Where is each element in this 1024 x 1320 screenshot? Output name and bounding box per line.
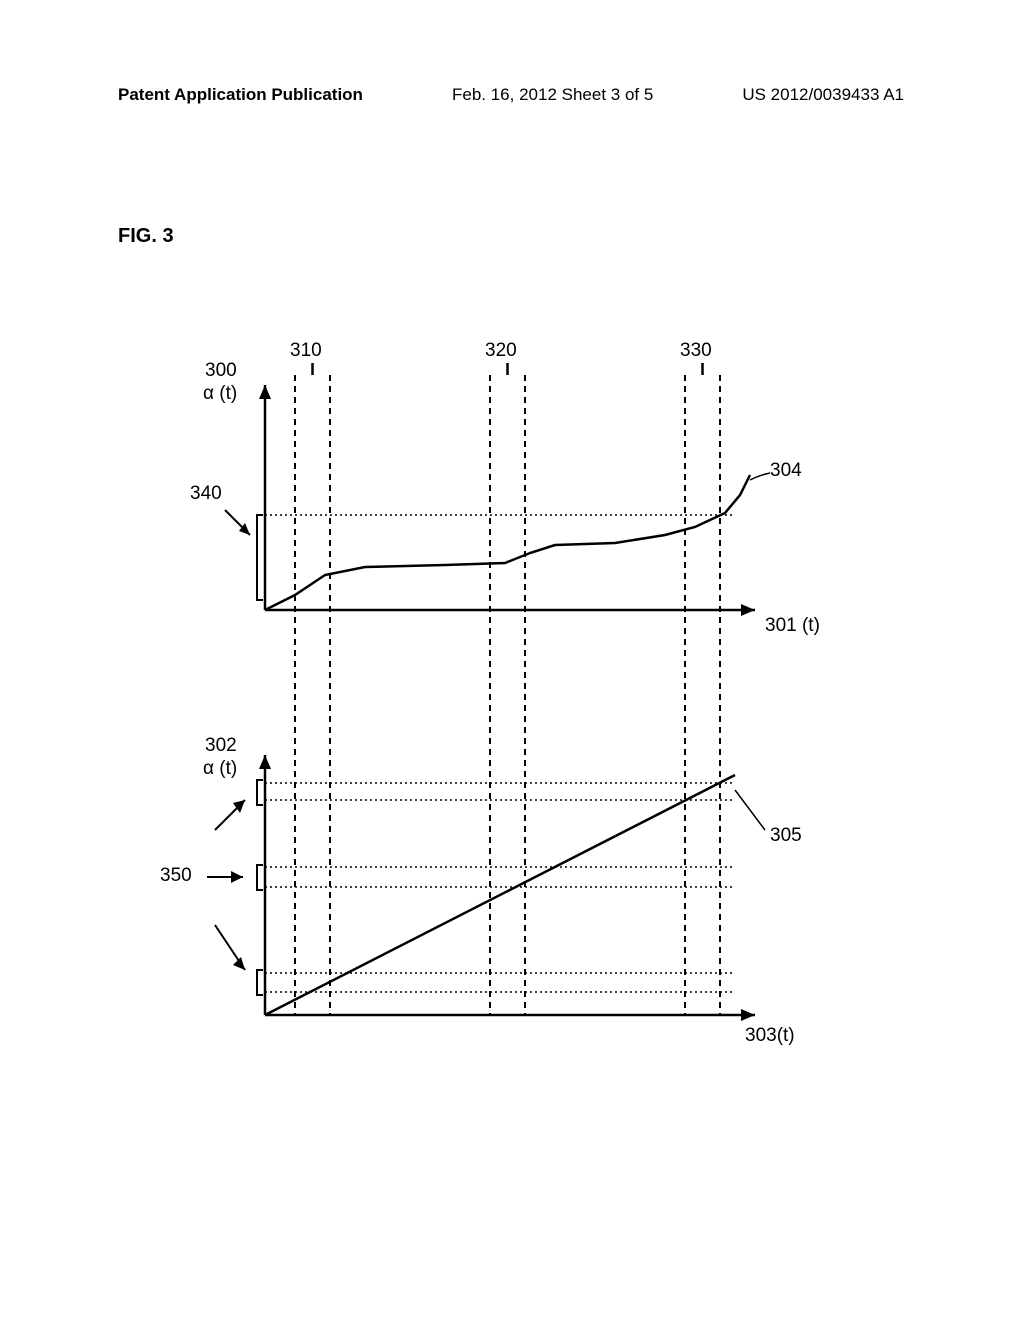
label-301: 301 (t) bbox=[765, 615, 820, 637]
label-303: 303(t) bbox=[745, 1025, 795, 1047]
label-330: 330 bbox=[680, 340, 712, 362]
header-left: Patent Application Publication bbox=[118, 85, 363, 105]
label-alpha-300: α (t) bbox=[203, 383, 237, 405]
header-mid: Feb. 16, 2012 Sheet 3 of 5 bbox=[452, 85, 653, 105]
label-350: 350 bbox=[160, 865, 192, 887]
diagram-svg bbox=[165, 335, 865, 1095]
label-340: 340 bbox=[190, 483, 222, 505]
label-302: 302 bbox=[205, 735, 237, 757]
label-310: 310 bbox=[290, 340, 322, 362]
header-right: US 2012/0039433 A1 bbox=[742, 85, 904, 105]
label-304: 304 bbox=[770, 460, 802, 482]
page-header: Patent Application Publication Feb. 16, … bbox=[0, 85, 1024, 105]
figure-label: FIG. 3 bbox=[118, 225, 174, 248]
diagram-container: 300 α (t) 301 (t) 304 340 302 α (t) 303(… bbox=[165, 335, 865, 1095]
label-alpha-302: α (t) bbox=[203, 758, 237, 780]
label-300: 300 bbox=[205, 360, 237, 382]
label-305: 305 bbox=[770, 825, 802, 847]
label-320: 320 bbox=[485, 340, 517, 362]
